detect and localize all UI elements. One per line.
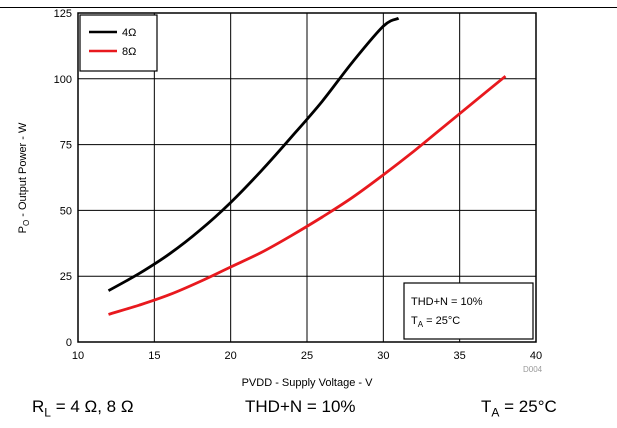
annotation-temp-subscript: A [418,320,424,329]
y-tick-label: 75 [60,140,72,152]
y-axis-title-rest: - Output Power - W [17,122,29,220]
x-tick-label: 35 [454,350,466,362]
legend: 4Ω 8Ω [79,14,158,72]
x-tick-label: 10 [72,350,84,362]
series-line-8ohm [108,75,507,316]
plot-area-frame [77,12,537,343]
annotation-box [403,282,534,340]
x-tick-label: 25 [301,350,313,362]
x-tick-label: 15 [148,350,160,362]
y-axis-title: PO - Output Power - W [17,122,31,233]
caption-load-rest: = 4 Ω, 8 Ω [50,397,134,416]
annotation-thd: THD+N = 10% [411,296,483,308]
x-tick-label: 20 [225,350,237,362]
series-lines [107,16,507,316]
legend-box [79,14,158,72]
top-rule [0,7,617,8]
caption-temp-subscript: A [491,405,500,420]
x-tick-label: 40 [530,350,542,362]
caption-load-main: R [32,397,45,416]
tick-labels: 10 15 20 25 30 35 40 0 25 50 75 100 125 [54,8,542,362]
caption-temp-main: T [481,397,492,416]
caption-load: RL = 4 Ω, 8 Ω [32,397,134,419]
output-power-chart: 10 15 20 25 30 35 40 0 25 50 75 100 125 PVDD - Suppl… [17,8,543,389]
figure-id: D004 [523,365,543,374]
y-tick-label: 100 [54,74,72,86]
caption-load-subscript: L [44,405,51,420]
series-line-4ohm [107,16,400,292]
caption-temperature: TA = 25°C [481,397,557,419]
y-tick-label: 0 [66,337,72,349]
legend-label-8ohm: 8Ω [122,46,136,58]
x-axis-title: PVDD - Supply Voltage - V [242,377,374,389]
caption-thd: THD+N = 10% [245,397,356,416]
y-axis-title-subscript: O [22,220,31,226]
y-tick-label: 25 [60,271,72,283]
y-axis-title-main: P [17,226,29,233]
y-tick-label: 50 [60,205,72,217]
legend-label-4ohm: 4Ω [122,27,136,39]
annotation-temperature: TA = 25°C [411,315,460,329]
conditions-annotation: THD+N = 10% TA = 25°C [403,282,534,340]
y-tick-label: 125 [54,8,72,20]
annotation-temp-main: T [411,315,418,327]
annotation-temp-rest: = 25°C [423,315,460,327]
caption-temp-rest: = 25°C [499,397,557,416]
x-tick-label: 30 [377,350,389,362]
